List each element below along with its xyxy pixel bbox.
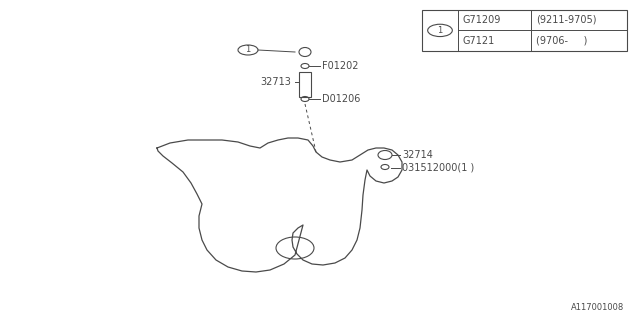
Text: F01202: F01202 xyxy=(322,61,358,71)
Bar xyxy=(422,10,627,51)
Text: A117001008: A117001008 xyxy=(571,303,624,312)
Text: 031512000(1 ): 031512000(1 ) xyxy=(402,163,474,173)
Text: (9706-     ): (9706- ) xyxy=(536,36,588,46)
Bar xyxy=(299,72,311,97)
Text: 1: 1 xyxy=(437,26,443,35)
Text: 32714: 32714 xyxy=(402,150,433,160)
Text: (9211-9705): (9211-9705) xyxy=(536,15,597,25)
Text: 32713: 32713 xyxy=(260,77,291,87)
Text: G71209: G71209 xyxy=(463,15,501,25)
Text: G7121: G7121 xyxy=(463,36,495,46)
Text: 1: 1 xyxy=(245,45,251,54)
Text: D01206: D01206 xyxy=(322,94,360,104)
